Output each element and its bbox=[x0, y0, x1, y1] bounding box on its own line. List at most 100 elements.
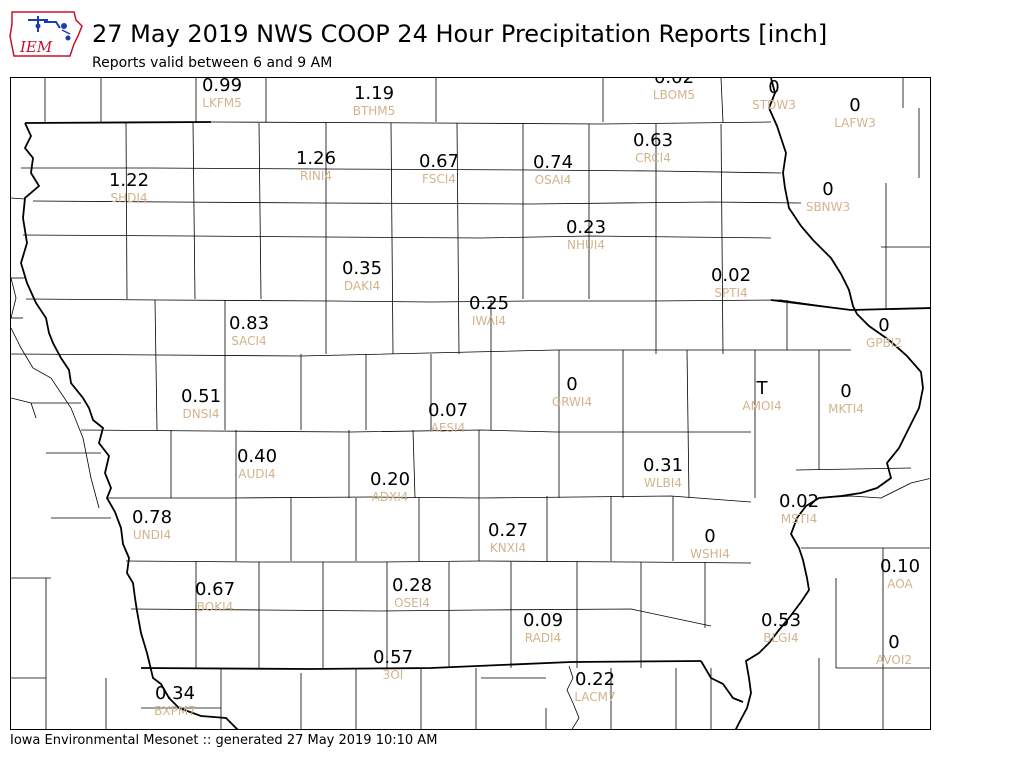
station-id: CRCI4 bbox=[635, 151, 671, 165]
station-id: AESI4 bbox=[430, 421, 466, 435]
station-id: MSTI4 bbox=[780, 512, 818, 526]
station-id: AOA bbox=[887, 577, 913, 591]
station-value: 1.26 bbox=[295, 148, 337, 169]
station-id: LAFW3 bbox=[834, 116, 876, 130]
station-id: SPTI4 bbox=[714, 286, 748, 300]
station-lbom5: 0.02 LBOM5 bbox=[652, 77, 696, 102]
station-value: 0.53 bbox=[760, 610, 802, 631]
station-value: 0 bbox=[849, 95, 861, 116]
station-value: 1.22 bbox=[108, 170, 150, 191]
station-undi4: 0.78 UNDI4 bbox=[131, 507, 173, 543]
station-id: GPBI2 bbox=[866, 336, 902, 350]
station-value: 0.02 bbox=[778, 491, 820, 512]
station-mkti4: 0 MKTI4 bbox=[828, 381, 864, 417]
station-3oi: 0.57 3OI bbox=[372, 647, 414, 683]
station-fsci4: 0.67 FSCI4 bbox=[418, 151, 460, 187]
station-value: 0 bbox=[566, 374, 578, 395]
station-id: DAKI4 bbox=[343, 279, 381, 293]
station-value: 0.83 bbox=[228, 313, 270, 334]
precip-map[interactable]: 0.99 LKFM5 1.19 BTHM5 0.02 LBOM5 0 STDW3 0 LAFW3 1… bbox=[10, 77, 931, 730]
station-value: 0.23 bbox=[565, 217, 607, 238]
station-id: WLBI4 bbox=[644, 476, 682, 490]
map-subtitle: Reports valid between 6 and 9 AM bbox=[92, 55, 333, 71]
station-value: 0.31 bbox=[642, 455, 684, 476]
station-id: OSAI4 bbox=[534, 173, 572, 187]
station-value: 0.22 bbox=[574, 669, 616, 690]
station-gpbi2: 0 GPBI2 bbox=[866, 315, 902, 351]
station-lafw3: 0 LAFW3 bbox=[834, 95, 876, 131]
station-value: 0.67 bbox=[418, 151, 460, 172]
station-id: BLGI4 bbox=[763, 631, 799, 645]
station-shdi4: 1.22 SHDI4 bbox=[108, 170, 150, 206]
station-value: 0.35 bbox=[341, 258, 383, 279]
station-audi4: 0.40 AUDI4 bbox=[236, 446, 278, 482]
station-value: 0.57 bbox=[372, 647, 414, 668]
station-value: 0.78 bbox=[131, 507, 173, 528]
station-value: 0.40 bbox=[236, 446, 278, 467]
station-daki4: 0.35 DAKI4 bbox=[341, 258, 383, 294]
station-boki4: 0.67 BOKI4 bbox=[194, 579, 236, 615]
station-osai4: 0.74 OSAI4 bbox=[532, 152, 574, 188]
station-id: AMOI4 bbox=[742, 399, 782, 413]
station-value: 0 bbox=[888, 632, 900, 653]
station-id: OSEI4 bbox=[394, 596, 430, 610]
station-id: BOKI4 bbox=[196, 600, 234, 614]
station-avoi2: 0 AVOI2 bbox=[875, 632, 913, 668]
station-id: SACI4 bbox=[231, 334, 267, 348]
station-value: 0.02 bbox=[710, 265, 752, 286]
county-basemap bbox=[11, 78, 930, 729]
station-radi4: 0.09 RADI4 bbox=[522, 610, 564, 646]
station-value: 0.02 bbox=[653, 77, 695, 88]
station-id: BTHM5 bbox=[352, 104, 396, 118]
station-id: AVOI2 bbox=[875, 653, 913, 667]
station-aesi4: 0.07 AESI4 bbox=[427, 400, 469, 436]
station-id: STDW3 bbox=[752, 98, 796, 112]
station-bthm5: 1.19 BTHM5 bbox=[352, 83, 396, 119]
station-id: IWAI4 bbox=[471, 314, 507, 328]
station-value: 0 bbox=[768, 77, 780, 98]
station-value: 0 bbox=[878, 315, 890, 336]
station-value: 0.99 bbox=[201, 77, 243, 96]
iem-logo: IEM bbox=[8, 6, 88, 64]
station-id: RADI4 bbox=[524, 631, 562, 645]
station-value: 0.74 bbox=[532, 152, 574, 173]
station-id: GRWI4 bbox=[551, 395, 593, 409]
station-id: NHUI4 bbox=[567, 238, 605, 252]
station-value: 0.27 bbox=[487, 520, 529, 541]
station-iwai4: 0.25 IWAI4 bbox=[468, 293, 510, 329]
station-value: 0.10 bbox=[879, 556, 921, 577]
station-value: 0.28 bbox=[391, 575, 433, 596]
station-saci4: 0.83 SACI4 bbox=[228, 313, 270, 349]
footer-credit: Iowa Environmental Mesonet :: generated … bbox=[10, 733, 438, 748]
station-id: 3OI bbox=[382, 668, 404, 682]
station-value: 0.07 bbox=[427, 400, 469, 421]
station-value: 0.67 bbox=[194, 579, 236, 600]
station-adxi4: 0.20 ADXI4 bbox=[369, 469, 411, 505]
station-lacm7: 0.22 LACM7 bbox=[574, 669, 616, 705]
station-sbnw3: 0 SBNW3 bbox=[805, 179, 851, 215]
station-stdw3: 0 STDW3 bbox=[752, 78, 796, 112]
station-id: LBOM5 bbox=[652, 88, 696, 102]
station-osei4: 0.28 OSEI4 bbox=[391, 575, 433, 611]
station-nhui4: 0.23 NHUI4 bbox=[565, 217, 607, 253]
station-id: UNDI4 bbox=[132, 528, 172, 542]
station-id: LKFM5 bbox=[202, 96, 242, 110]
station-wlbi4: 0.31 WLBI4 bbox=[642, 455, 684, 491]
station-value: 0 bbox=[840, 381, 852, 402]
station-value: 0.09 bbox=[522, 610, 564, 631]
station-value: 1.19 bbox=[353, 83, 395, 104]
station-crci4: 0.63 CRCI4 bbox=[632, 130, 674, 166]
station-aoa: 0.10 AOA bbox=[879, 556, 921, 592]
station-value: 0.25 bbox=[468, 293, 510, 314]
station-value: 0.20 bbox=[369, 469, 411, 490]
station-value: 0 bbox=[704, 526, 716, 547]
station-grwi4: 0 GRWI4 bbox=[551, 374, 593, 410]
station-value: 0 bbox=[822, 179, 834, 200]
station-blgi4: 0.53 BLGI4 bbox=[760, 610, 802, 646]
station-id: AUDI4 bbox=[238, 467, 276, 481]
station-id: SBNW3 bbox=[805, 200, 851, 214]
station-msti4: 0.02 MSTI4 bbox=[778, 491, 820, 527]
station-value: T bbox=[756, 378, 768, 399]
station-value: 0.63 bbox=[632, 130, 674, 151]
station-id: DNSI4 bbox=[182, 407, 220, 421]
